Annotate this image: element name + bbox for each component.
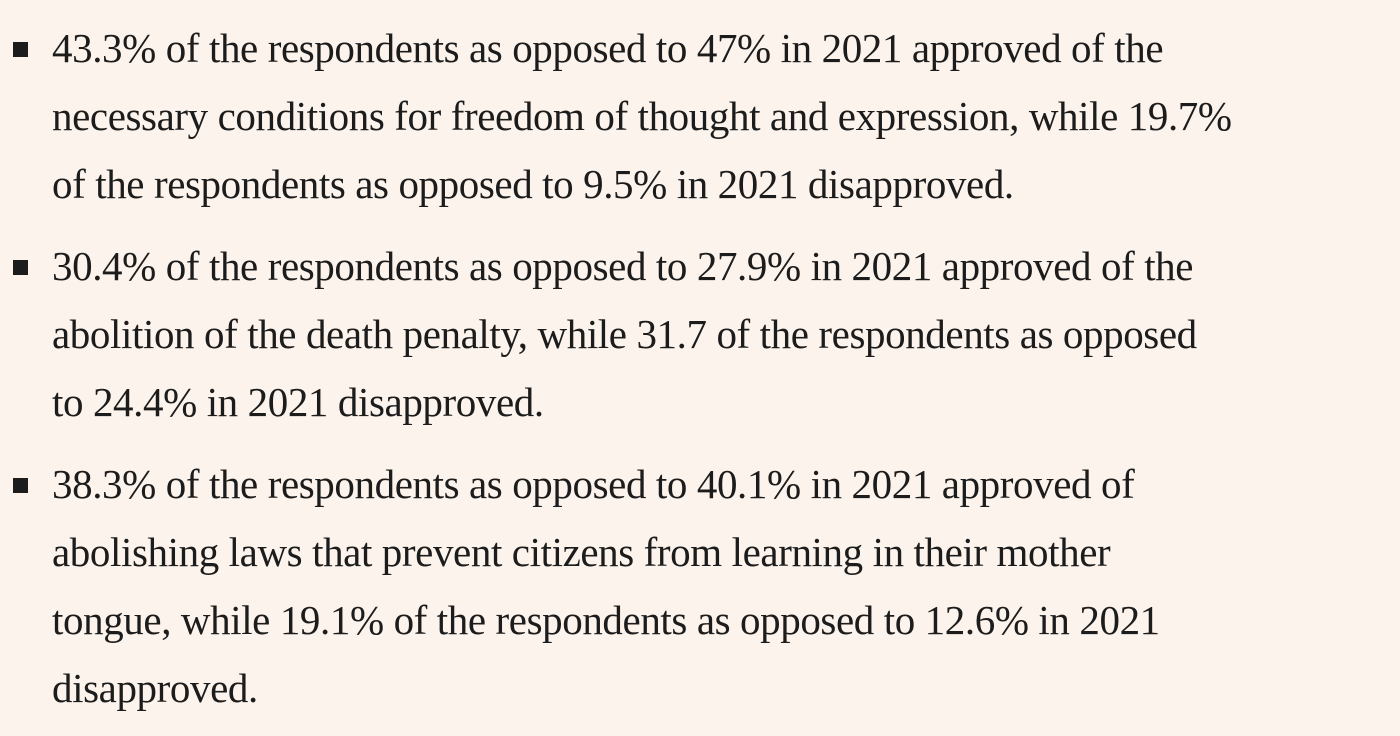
- bullet-item: 43.3% of the respondents as opposed to 4…: [0, 14, 1400, 218]
- text-line: abolition of the death penalty, while 31…: [52, 311, 1197, 357]
- bullet-marker: [13, 42, 28, 57]
- bullet-item: 30.4% of the respondents as opposed to 2…: [0, 232, 1400, 436]
- bullet-list: 43.3% of the respondents as opposed to 4…: [0, 14, 1400, 736]
- text-line: disapproved.: [52, 665, 258, 711]
- text-line: of the respondents as opposed to 9.5% in…: [52, 161, 1014, 207]
- text-line: abolishing laws that prevent citizens fr…: [52, 529, 1111, 575]
- bullet-marker: [13, 478, 28, 493]
- text-line: necessary conditions for freedom of thou…: [52, 93, 1232, 139]
- text-line: tongue, while 19.1% of the respondents a…: [52, 597, 1160, 643]
- text-line: 43.3% of the respondents as opposed to 4…: [52, 25, 1164, 71]
- text-line: 38.3% of the respondents as opposed to 4…: [52, 461, 1135, 507]
- text-line: 30.4% of the respondents as opposed to 2…: [52, 243, 1194, 289]
- bullet-item: 38.3% of the respondents as opposed to 4…: [0, 450, 1400, 722]
- text-line: to 24.4% in 2021 disapproved.: [52, 379, 544, 425]
- bullet-marker: [13, 260, 28, 275]
